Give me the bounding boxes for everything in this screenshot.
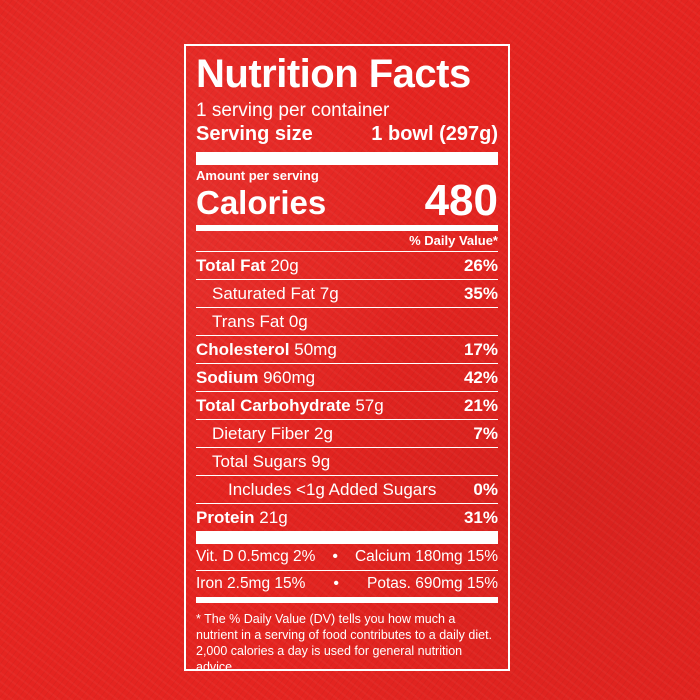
thick-divider — [196, 152, 498, 165]
calories-row: Calories 480 — [196, 176, 498, 225]
bullet-separator: • — [333, 575, 340, 592]
nutrient-amount: 50mg — [294, 339, 337, 359]
serving-size-label: Serving size — [196, 123, 313, 145]
nutrient-name: Includes <1g Added Sugars — [228, 479, 437, 499]
vitamin-row: Vit. D 0.5mcg 2% • Calcium 180mg 15% — [196, 544, 498, 570]
nutrient-row-protein: Protein 21g 31% — [196, 503, 498, 531]
nutrient-row-trans-fat: Trans Fat 0g — [196, 307, 498, 335]
amount-per-serving: Amount per serving — [196, 168, 319, 183]
nutrient-amount: 57g — [355, 395, 384, 415]
calories-value: 480 — [424, 176, 498, 225]
label-title: Nutrition Facts — [196, 52, 471, 96]
nutrient-name: Total Sugars — [212, 451, 307, 471]
nutrient-amount: 9g — [311, 451, 331, 471]
nutrient-row-cholesterol: Cholesterol 50mg 17% — [196, 335, 498, 363]
nutrition-facts-label: Nutrition Facts 1 serving per container … — [184, 44, 510, 674]
nutrient-row-total-fat: Total Fat 20g 26% — [196, 251, 498, 279]
nutrient-row-dietary-fiber: Dietary Fiber 2g 7% — [196, 419, 498, 447]
nutrient-dv: 7% — [473, 423, 498, 443]
nutrient-dv: 0% — [473, 479, 498, 499]
medium-divider — [196, 597, 498, 603]
nutrient-name: Total Fat — [196, 255, 266, 275]
nutrient-dv: 31% — [463, 507, 498, 527]
serving-size-row: Serving size 1 bowl (297g) — [196, 122, 498, 146]
nutrient-row-total-sugars: Total Sugars 9g — [196, 447, 498, 475]
nutrient-name: Saturated Fat — [212, 283, 316, 303]
nutrient-amount: 0g — [288, 311, 308, 331]
daily-value-header: % Daily Value* — [409, 233, 498, 248]
nutrient-dv: 17% — [463, 339, 498, 359]
nutrient-amount: 960mg — [263, 367, 316, 387]
vitamin-right: Potas. 690mg 15% — [367, 575, 498, 592]
bullet-separator: • — [332, 548, 339, 565]
nutrient-row-total-carbohydrate: Total Carbohydrate 57g 21% — [196, 391, 498, 419]
nutrient-row-saturated-fat: Saturated Fat 7g 35% — [196, 279, 498, 307]
serving-size-value: 1 bowl (297g) — [371, 123, 498, 145]
vitamin-left: Iron 2.5mg 15% — [196, 575, 306, 592]
medium-divider — [196, 225, 498, 231]
nutrient-row-added-sugars: Includes <1g Added Sugars 0% — [196, 475, 498, 503]
calories-label: Calories — [196, 184, 327, 221]
nutrient-name: Total Carbohydrate — [196, 395, 351, 415]
servings-per-container: 1 serving per container — [196, 100, 390, 121]
nutrient-name: Cholesterol — [196, 339, 290, 359]
nutrient-dv: 21% — [463, 395, 498, 415]
nutrient-name: Sodium — [196, 367, 259, 387]
nutrient-amount: 2g — [314, 423, 333, 443]
nutrient-amount: 21g — [259, 507, 288, 527]
nutrient-dv: 26% — [463, 255, 498, 275]
vitamin-left: Vit. D 0.5mcg 2% — [196, 548, 316, 565]
thick-divider — [196, 531, 498, 544]
nutrient-dv: 35% — [463, 283, 498, 303]
vitamin-right: Calcium 180mg 15% — [354, 548, 498, 565]
nutrient-name: Trans Fat — [212, 311, 285, 331]
nutrient-name: Dietary Fiber — [212, 423, 310, 443]
nutrient-dv: 42% — [463, 367, 498, 387]
nutrient-row-sodium: Sodium 960mg 42% — [196, 363, 498, 391]
thin-divider — [196, 570, 498, 571]
nutrient-name: Protein — [196, 507, 255, 527]
vitamin-row: Iron 2.5mg 15% • Potas. 690mg 15% — [196, 571, 498, 597]
nutrient-amount: 20g — [270, 255, 299, 275]
nutrient-amount: 7g — [319, 283, 339, 303]
footnote: * The % Daily Value (DV) tells you how m… — [196, 612, 493, 674]
